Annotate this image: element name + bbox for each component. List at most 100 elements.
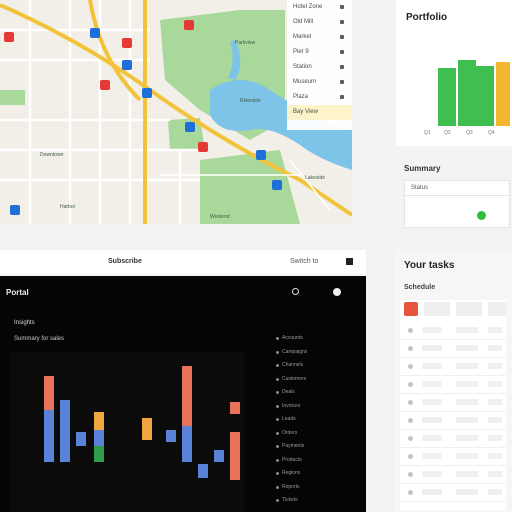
column-header[interactable]	[488, 302, 506, 316]
list-item[interactable]: Payments	[272, 440, 362, 454]
map-pin-red[interactable]	[100, 80, 110, 90]
summary-card: Summary Status	[396, 152, 512, 232]
places-row-label: Pier 9	[293, 49, 309, 55]
table-row[interactable]	[400, 322, 506, 340]
table-cell	[422, 435, 442, 441]
table-cell	[422, 327, 442, 333]
list-item[interactable]: Regions	[272, 467, 362, 481]
status-dot-icon	[408, 400, 413, 405]
table-row[interactable]	[400, 358, 506, 376]
places-row-label: Plaza	[293, 94, 309, 100]
table-row[interactable]	[400, 448, 506, 466]
places-row[interactable]: Museum	[287, 75, 352, 90]
places-row-selected[interactable]: Bay View	[287, 105, 352, 120]
list-item[interactable]: Channels	[272, 359, 362, 373]
map-pin-red[interactable]	[4, 32, 14, 42]
map-places-list: Hotel Zone Old Mill Market Pier 9 Statio…	[287, 0, 352, 130]
map-pin-blue[interactable]	[256, 150, 266, 160]
chart-bar	[94, 412, 104, 430]
list-item[interactable]: Orders	[272, 427, 362, 441]
pin-icon	[340, 80, 344, 84]
table-row[interactable]	[400, 394, 506, 412]
map-label: Riverside	[240, 98, 261, 104]
chart-bar	[76, 432, 86, 446]
status-dot-icon	[408, 472, 413, 477]
status-dot-icon	[408, 436, 413, 441]
places-row[interactable]: Pier 9	[287, 45, 352, 60]
table-row[interactable]	[400, 340, 506, 358]
places-row[interactable]: Old Mill	[287, 15, 352, 30]
add-task-button[interactable]	[404, 302, 418, 316]
pin-icon	[340, 20, 344, 24]
list-item[interactable]: Campaigns	[272, 346, 362, 360]
map-pin-red[interactable]	[122, 38, 132, 48]
list-item[interactable]: Products	[272, 454, 362, 468]
table-cell	[488, 363, 502, 369]
table-cell	[422, 453, 442, 459]
chart-bar	[142, 418, 152, 440]
places-row[interactable]: Market	[287, 30, 352, 45]
table-cell	[488, 453, 502, 459]
map-pin-blue[interactable]	[185, 122, 195, 132]
map-label: Harbor	[60, 204, 76, 210]
table-cell	[488, 327, 502, 333]
chart-bar	[198, 464, 208, 478]
column-header[interactable]	[424, 302, 450, 316]
table-cell	[456, 345, 478, 351]
map-pin-blue[interactable]	[272, 180, 282, 190]
map-pin-red[interactable]	[184, 20, 194, 30]
avatar[interactable]	[333, 288, 341, 296]
column-header[interactable]	[456, 302, 482, 316]
map-pin-blue[interactable]	[90, 28, 100, 38]
chart-bar	[94, 430, 104, 446]
chart-tick: Q4	[488, 130, 495, 136]
divider	[405, 195, 509, 196]
table-cell	[488, 489, 502, 495]
list-item[interactable]: Reports	[272, 481, 362, 495]
list-item[interactable]: Accounts	[272, 332, 362, 346]
table-row[interactable]	[400, 484, 506, 502]
toolbar-link[interactable]: Switch to	[290, 258, 319, 265]
pin-icon	[340, 35, 344, 39]
summary-table: Status	[404, 180, 510, 228]
places-row-label: Old Mill	[293, 19, 314, 25]
chart-tick: Q1	[424, 130, 431, 136]
list-item[interactable]: Customers	[272, 373, 362, 387]
bar-chart-panel	[10, 352, 244, 512]
table-row[interactable]	[400, 376, 506, 394]
places-row[interactable]: Station	[287, 60, 352, 75]
table-cell	[456, 435, 478, 441]
map-pin-blue[interactable]	[122, 60, 132, 70]
table-row[interactable]	[400, 430, 506, 448]
map-pin-red[interactable]	[198, 142, 208, 152]
chart-bar	[44, 410, 54, 462]
status-dot-icon	[477, 211, 486, 220]
list-item[interactable]: Deals	[272, 386, 362, 400]
search-icon[interactable]	[292, 288, 299, 295]
table-cell	[488, 435, 502, 441]
table-row[interactable]	[400, 466, 506, 484]
table-cell	[422, 363, 442, 369]
tasks-table	[400, 300, 506, 510]
card-title: Summary	[404, 164, 441, 173]
list-item[interactable]: Leads	[272, 413, 362, 427]
table-cell	[456, 381, 478, 387]
toolbar-link[interactable]: Subscribe	[108, 258, 142, 265]
table-cell	[422, 417, 442, 423]
menu-icon[interactable]	[346, 258, 353, 265]
table-row[interactable]	[400, 412, 506, 430]
places-row[interactable]: Hotel Zone	[287, 0, 352, 15]
list-item[interactable]: Invoices	[272, 400, 362, 414]
map-pin-blue[interactable]	[10, 205, 20, 215]
card-title: Portfolio	[406, 12, 448, 23]
chart-bar	[230, 432, 240, 480]
pin-icon	[340, 65, 344, 69]
map-view[interactable]: Parkview Riverside Lakeside Downtown Wes…	[0, 0, 352, 224]
table-cell	[456, 471, 478, 477]
places-row-label: Museum	[293, 79, 317, 85]
map-pin-blue[interactable]	[142, 88, 152, 98]
chart-bar	[44, 376, 54, 410]
status-dot-icon	[408, 454, 413, 459]
list-item[interactable]: Tickets	[272, 494, 362, 508]
places-row[interactable]: Plaza	[287, 90, 352, 105]
